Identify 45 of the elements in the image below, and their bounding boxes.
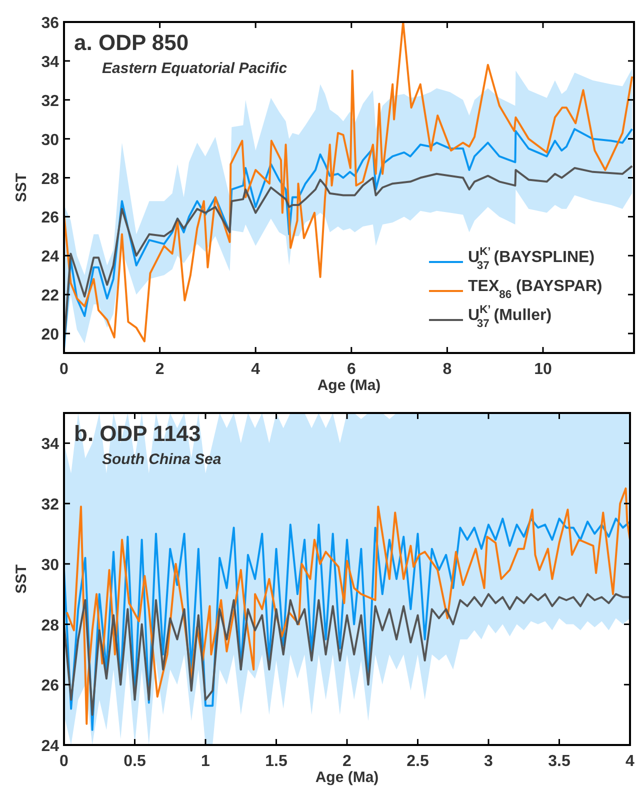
x-tick-label: 4 [626, 753, 635, 770]
y-axis-title: SST [13, 172, 30, 202]
x-tick-label: 0.5 [124, 753, 146, 770]
x-tick-label: 2 [342, 753, 352, 770]
x-tick-label: 2 [155, 361, 164, 378]
x-tick-label: 8 [442, 361, 452, 378]
x-tick-label: 0 [60, 361, 69, 378]
y-tick-label: 34 [41, 436, 60, 454]
y-tick-label: 30 [41, 132, 60, 149]
x-tick-label: 10 [534, 361, 552, 378]
y-tick-label: 26 [41, 210, 60, 227]
x-axis-title: Age (Ma) [315, 769, 379, 786]
line-series [66, 487, 630, 725]
x-tick-label: 1 [201, 753, 210, 770]
x-tick-label: 0 [60, 753, 69, 770]
x-tick-label: 6 [346, 361, 356, 378]
chart-title: b. ODP 1143 [74, 421, 201, 446]
legend-label: U$^{K’}$$_{37}$ (Muller) [468, 304, 552, 330]
x-axis-title: Age (Ma) [317, 377, 381, 394]
y-tick-label: 28 [41, 170, 60, 188]
x-tick-label: 3.5 [548, 753, 570, 770]
y-tick-label: 32 [41, 496, 60, 514]
y-tick-label: 24 [41, 248, 60, 266]
y-tick-label: 34 [41, 54, 60, 71]
y-tick-label: 32 [41, 92, 60, 110]
text: South China Sea [102, 451, 222, 468]
x-tick-label: 3 [484, 753, 494, 770]
legend-label: TEX$_{86}$ (BAYSPAR) [468, 278, 602, 302]
y-tick-label: 24 [41, 738, 60, 755]
y-tick-label: 30 [41, 556, 60, 574]
text: Eastern Equatorial Pacific [102, 60, 288, 77]
y-tick-label: 28 [41, 617, 60, 634]
x-tick-label: 2.5 [406, 753, 429, 770]
x-tick-label: 1.5 [265, 753, 288, 770]
y-tick-label: 20 [41, 326, 60, 344]
legend-label: U$^{K’}$$_{37}$ (BAYSPLINE) [468, 246, 595, 272]
y-tick-label: 36 [41, 15, 60, 32]
chart-title: a. ODP 850 [74, 30, 189, 55]
y-tick-label: 22 [41, 288, 60, 305]
x-tick-label: 4 [251, 361, 260, 378]
y-axis-title: SST [13, 564, 30, 594]
y-tick-label: 26 [41, 678, 60, 695]
line-series [64, 593, 630, 716]
line-series [64, 22, 634, 342]
line-series [64, 518, 630, 731]
